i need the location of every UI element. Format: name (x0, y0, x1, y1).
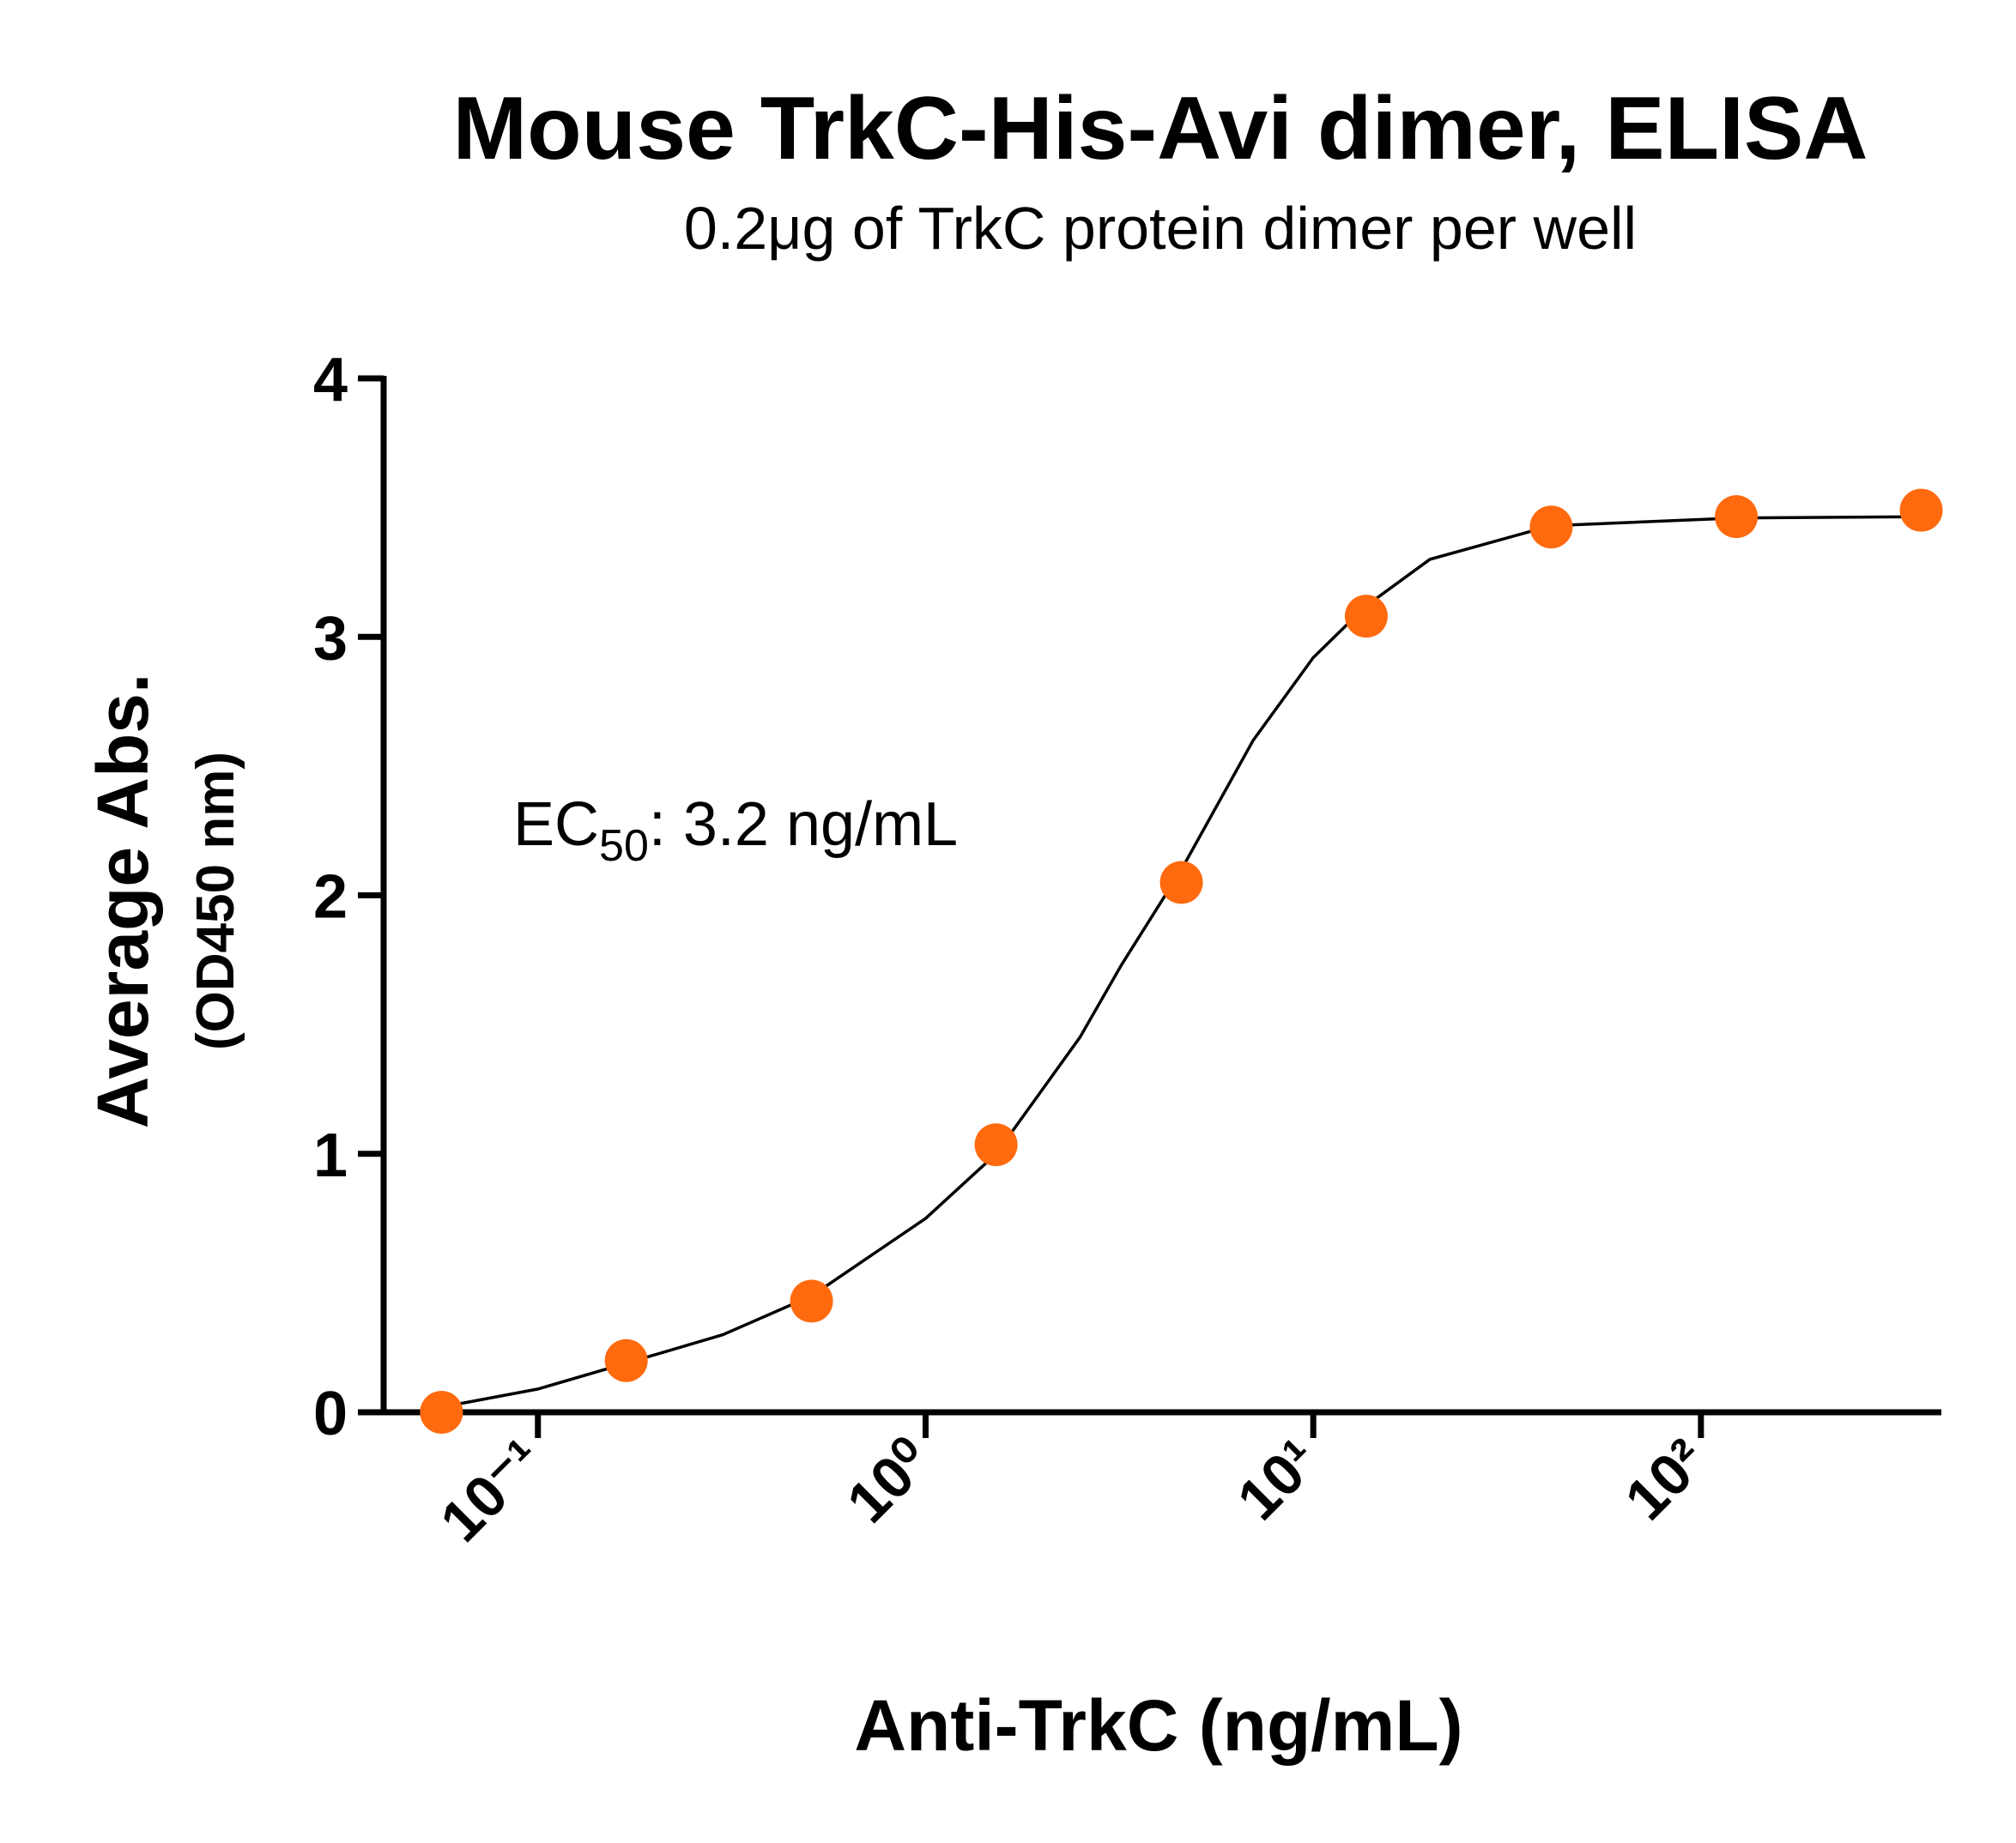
data-point (1344, 595, 1388, 638)
annotation-suffix: : 3.2 ng/mL (649, 790, 958, 859)
data-point (1159, 861, 1203, 904)
data-point (604, 1338, 648, 1382)
y-tick-label: 3 (313, 604, 348, 673)
data-point (1529, 505, 1573, 549)
data-point (1715, 495, 1759, 539)
chart-title: Mouse TrkC-His-Avi dimer, ELISA (453, 79, 1868, 178)
x-tick-label: 10⁰ (835, 1427, 944, 1536)
y-tick-label: 0 (313, 1380, 348, 1448)
annotation: EC50: 3.2 ng/mL (513, 790, 958, 871)
x-tick-label: 10² (1613, 1427, 1718, 1532)
y-tick-label: 1 (313, 1121, 348, 1190)
chart-subtitle: 0.2μg of TrkC protein dimer per well (684, 195, 1637, 262)
y-axis-label: Average Abs. (82, 674, 163, 1129)
x-tick-label: 10⁻¹ (428, 1427, 556, 1555)
annotation-text: EC (513, 790, 599, 859)
x-axis-label: Anti-TrkC (ng/mL) (854, 1685, 1462, 1766)
annotation-subscript: 50 (599, 821, 649, 871)
fit-curve (441, 515, 1922, 1409)
y-tick-label: 4 (313, 346, 348, 414)
data-point (1899, 488, 1943, 532)
data-point (790, 1279, 833, 1323)
data-point (974, 1123, 1018, 1167)
y-tick-label: 2 (313, 863, 348, 932)
data-point (420, 1391, 463, 1434)
x-tick-label: 10¹ (1226, 1427, 1331, 1532)
y-axis-label-unit: (OD450 nm) (186, 752, 245, 1050)
